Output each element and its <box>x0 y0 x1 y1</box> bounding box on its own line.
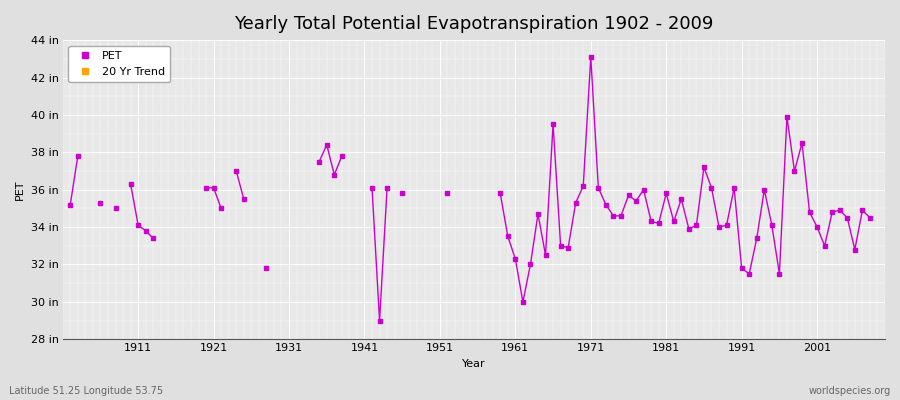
Text: Latitude 51.25 Longitude 53.75: Latitude 51.25 Longitude 53.75 <box>9 386 163 396</box>
Legend: PET, 20 Yr Trend: PET, 20 Yr Trend <box>68 46 170 82</box>
X-axis label: Year: Year <box>462 359 486 369</box>
Title: Yearly Total Potential Evapotranspiration 1902 - 2009: Yearly Total Potential Evapotranspiratio… <box>234 15 714 33</box>
Text: worldspecies.org: worldspecies.org <box>809 386 891 396</box>
Y-axis label: PET: PET <box>15 180 25 200</box>
